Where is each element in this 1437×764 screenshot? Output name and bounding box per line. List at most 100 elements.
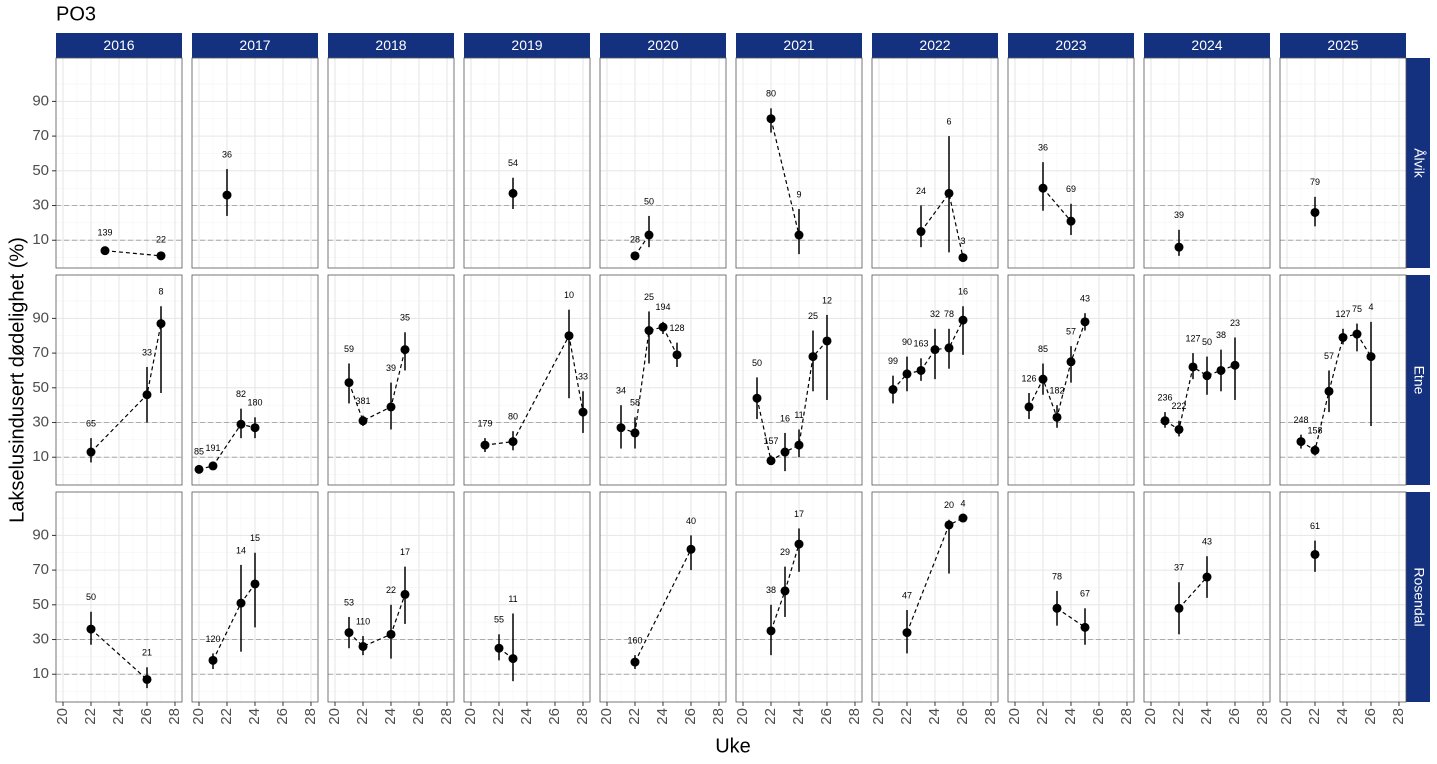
x-tick-label: 28 [1118,708,1135,725]
count-label: 126 [1021,373,1036,383]
strip [736,33,862,58]
count-label: 248 [1293,415,1308,425]
strip-label: 2018 [375,37,406,53]
point [658,322,668,332]
strip-label: 2023 [1055,37,1086,53]
panel-border [191,57,319,269]
y-tick-label: 70 [32,561,49,578]
point [766,114,776,124]
panel-border [1007,274,1135,486]
y-tick-label: 90 [32,92,49,109]
point [1160,416,1170,426]
y-tick-label: 70 [32,344,49,361]
count-label: 157 [763,436,778,446]
trend-line [90,628,148,680]
x-tick-label: 20 [1006,708,1023,725]
count-label: 65 [86,419,96,429]
point [1338,332,1348,342]
point [508,654,518,664]
count-label: 179 [477,419,492,429]
count-label: 22 [386,585,396,595]
count-label: 50 [86,592,96,602]
count-label: 33 [142,347,152,357]
count-label: 16 [780,413,790,423]
count-label: 25 [808,311,818,321]
strip [56,33,182,58]
y-tick-label: 10 [32,231,49,248]
panel: 78 67 [1007,491,1135,703]
x-tick-label: 22 [626,708,643,725]
panel: 37 43 [1143,491,1271,703]
x-tick-label: 20 [870,708,887,725]
panel-border [55,274,183,486]
count-label: 4 [1368,302,1373,312]
count-label: 29 [780,547,790,557]
x-tick-label: 24 [1062,708,1079,725]
count-label: 163 [913,339,928,349]
count-label: 160 [627,636,642,646]
panel: 179 80 10 33 [463,274,591,486]
x-tick-label: 24 [654,708,671,725]
panel-border [1279,274,1407,486]
panel-border [1279,57,1407,269]
x-tick-label: 26 [274,708,291,725]
count-label: 43 [1080,294,1090,304]
count-label: 16 [958,287,968,297]
strip-label: 2016 [103,37,134,53]
point [400,345,410,355]
point [386,629,396,639]
count-label: 59 [344,344,354,354]
count-label: 50 [644,196,654,206]
point [508,437,518,447]
point [194,464,204,474]
point [508,188,518,198]
trend-line [620,326,678,434]
point [100,246,110,256]
x-tick-label: 22 [1034,708,1051,725]
point [358,416,368,426]
panel: 36 [191,57,319,269]
point [344,628,354,638]
strip [1008,33,1134,58]
y-tick-label: 10 [32,665,49,682]
count-label: 35 [400,313,410,323]
x-tick-label: 26 [1362,708,1379,725]
point [250,423,260,433]
point [930,345,940,355]
panel: 65 33 8 [55,274,183,486]
point [344,378,354,388]
panel-border [599,274,727,486]
panel: 38 29 17 [735,491,863,703]
point [958,315,968,325]
count-label: 3 [960,236,965,246]
strip-label: 2021 [783,37,814,53]
panel: 59 381 39 35 [327,274,455,486]
point [208,655,218,665]
point [494,643,504,653]
point [1352,329,1362,339]
count-label: 99 [888,356,898,366]
count-label: 50 [1202,337,1212,347]
point [1080,622,1090,632]
count-label: 33 [578,372,588,382]
point [1038,374,1048,384]
count-label: 39 [1174,210,1184,220]
trend-line [198,423,256,470]
count-label: 55 [494,615,504,625]
strip [464,33,590,58]
count-label: 25 [644,292,654,302]
point [208,461,218,471]
count-label: 120 [205,634,220,644]
point [1216,365,1226,375]
panel: 39 [1143,57,1271,269]
point [630,657,640,667]
point [1038,183,1048,193]
count-label: 8 [158,287,163,297]
x-tick-label: 28 [574,708,591,725]
panel-border [735,57,863,269]
strip [872,33,998,58]
point [142,674,152,684]
panel-border [463,57,591,269]
